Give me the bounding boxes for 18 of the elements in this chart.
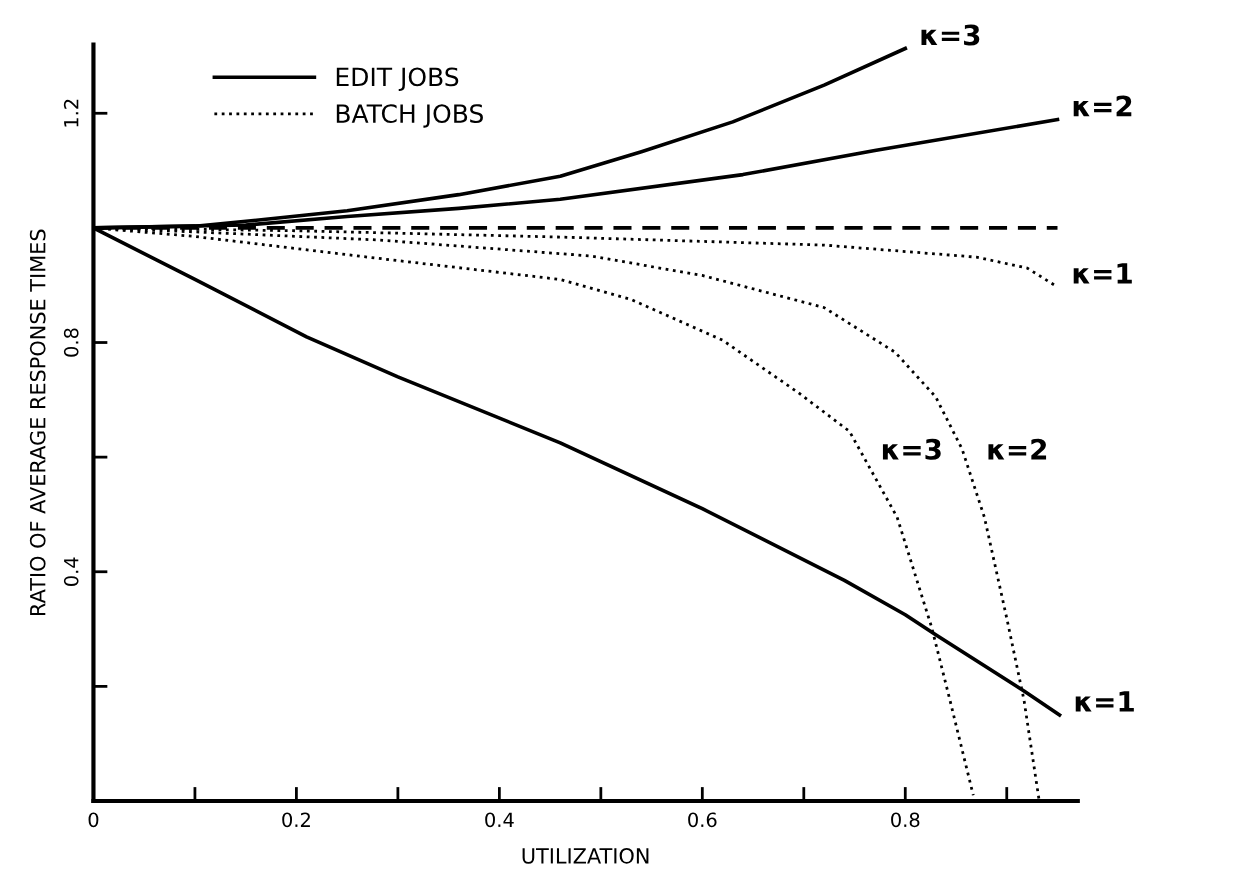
legend-label: BATCH JOBS xyxy=(336,104,483,128)
annotation: κ=2 xyxy=(1073,95,1132,117)
annotation: κ=1 xyxy=(1073,263,1132,284)
legend-label: EDIT JOBS xyxy=(336,67,459,91)
annotation: κ=2 xyxy=(988,438,1047,460)
x-tick-label: 0.8 xyxy=(891,812,920,828)
x-tick-label: 0.4 xyxy=(485,812,514,828)
y-tick-label: 0.8 xyxy=(63,328,79,357)
x-tick-label: 0.2 xyxy=(282,812,310,828)
y-axis-title: RATIO OF AVERAGE RESPONSE TIMES xyxy=(29,229,46,616)
y-tick-label: 0.4 xyxy=(63,557,79,586)
x-tick-label: 0 xyxy=(88,812,99,828)
annotation: κ=3 xyxy=(882,438,941,460)
annotation: κ=3 xyxy=(921,24,980,46)
annotation: κ=1 xyxy=(1075,691,1134,712)
x-tick-label: 0.6 xyxy=(688,812,717,828)
x-axis-title: UTILIZATION xyxy=(522,847,649,864)
y-tick-label: 1.2 xyxy=(63,99,79,127)
